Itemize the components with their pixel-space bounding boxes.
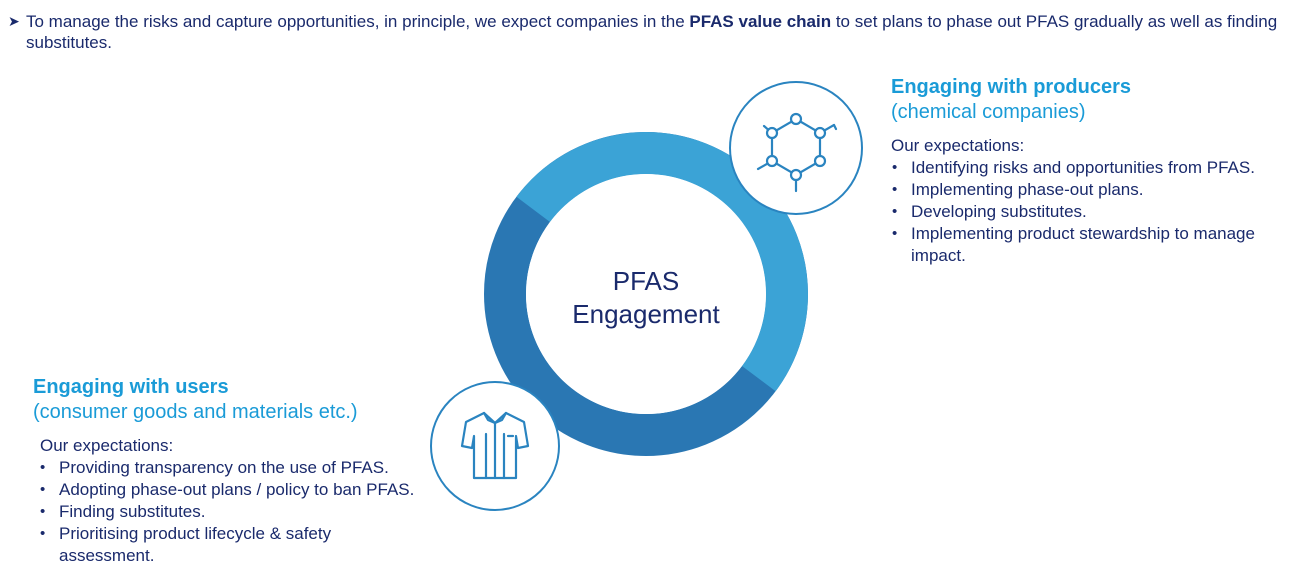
producers-expectations-list: Identifying risks and opportunities from… <box>891 157 1261 267</box>
users-title: Engaging with users <box>33 376 229 398</box>
list-item: Adopting phase-out plans / policy to ban… <box>39 479 499 501</box>
producers-subtitle: (chemical companies) <box>891 101 1086 123</box>
center-label-line1: PFAS <box>612 266 680 296</box>
list-item: Implementing phase-out plans. <box>891 179 1261 201</box>
users-expectations-label: Our expectations: <box>40 436 174 455</box>
producers-expectations-label: Our expectations: <box>891 136 1025 155</box>
molecule-icon <box>756 112 838 193</box>
producers-title: Engaging with producers <box>891 76 1132 98</box>
users-subtitle: (consumer goods and materials etc.) <box>33 401 358 423</box>
producers-icon-badge <box>729 81 863 215</box>
center-label: PFAS Engagement <box>536 265 756 331</box>
producers-section: Engaging with producers (chemical compan… <box>891 75 1261 267</box>
intro-bold: PFAS value chain <box>689 12 832 31</box>
engagement-ring <box>484 132 808 456</box>
center-label-line2: Engagement <box>572 299 720 329</box>
intro-statement: ➤ To manage the risks and capture opport… <box>8 11 1308 53</box>
list-item: Implementing product stewardship to mana… <box>891 223 1261 267</box>
list-item: Identifying risks and opportunities from… <box>891 157 1261 179</box>
arrow-bullet-icon: ➤ <box>8 13 20 29</box>
list-item: Finding substitutes. <box>39 501 369 523</box>
ring-light-segment <box>516 132 808 392</box>
list-item: Providing transparency on the use of PFA… <box>39 457 499 479</box>
list-item: Developing substitutes. <box>891 201 1261 223</box>
list-item: Prioritising product lifecycle & safety … <box>39 523 359 567</box>
intro-text: To manage the risks and capture opportun… <box>26 12 1278 52</box>
users-expectations-list: Providing transparency on the use of PFA… <box>39 457 414 567</box>
users-section: Engaging with users (consumer goods and … <box>33 375 463 567</box>
